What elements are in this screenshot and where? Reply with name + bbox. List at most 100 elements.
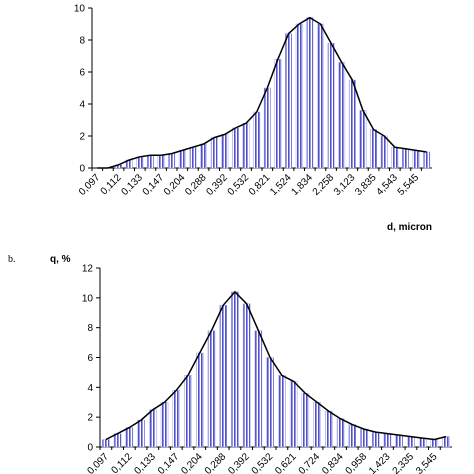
bar	[136, 156, 144, 169]
x-tick-label: 4,543	[374, 172, 400, 198]
x-tick-label: 3,545	[414, 451, 440, 474]
bar	[242, 303, 251, 448]
x-tick-label: 0,532	[226, 172, 252, 198]
x-tick-label: 0,532	[250, 451, 276, 474]
x-tick-label: 0,147	[141, 172, 167, 198]
bar	[391, 146, 399, 169]
y-tick-label: 10	[82, 293, 94, 304]
y-tick-label: 8	[79, 36, 85, 47]
x-tick-label: 3,835	[353, 172, 379, 198]
bar	[242, 122, 250, 169]
bar	[184, 375, 192, 448]
y-tick-label: 6	[87, 353, 93, 364]
bar	[327, 42, 335, 169]
x-tick-label: 0,112	[109, 451, 134, 474]
x-tick-label: 0,147	[156, 451, 182, 474]
x-tick-label: 0,097	[86, 451, 112, 474]
x-tick-label: 5,545	[396, 172, 422, 198]
bar	[274, 58, 282, 169]
y-tick-label: 4	[87, 383, 93, 394]
panel-label: b.	[8, 254, 16, 265]
x-tick-label: 0,112	[99, 172, 124, 197]
x-tick-label: 1,524	[268, 172, 294, 198]
bar	[348, 79, 356, 169]
bar	[430, 439, 439, 448]
x-tick-label: 1,423	[367, 451, 393, 474]
profile-line	[97, 16, 427, 169]
y-tick-label: 2	[87, 413, 93, 424]
x-tick-label: 3,123	[332, 172, 358, 198]
bar	[412, 150, 420, 169]
bar	[348, 424, 357, 448]
bar	[178, 150, 186, 169]
bar	[371, 431, 380, 448]
bar	[266, 357, 274, 448]
bar	[125, 427, 134, 448]
bar	[254, 330, 263, 448]
bar	[147, 154, 154, 169]
bar	[285, 33, 292, 169]
bar	[395, 434, 403, 448]
x-tick-label: 0,204	[162, 172, 188, 198]
bar	[200, 143, 207, 169]
bar	[157, 154, 165, 169]
x-tick-label: 0,097	[77, 172, 103, 198]
y-tick-label: 0	[87, 443, 93, 454]
bar	[359, 110, 367, 169]
bar	[231, 291, 239, 448]
x-tick-label: 0,133	[132, 451, 158, 474]
bar	[370, 129, 377, 169]
x-tick-label: 0,724	[297, 451, 323, 474]
y-tick-label: 6	[79, 68, 85, 79]
bar	[232, 127, 239, 169]
bar	[423, 151, 431, 169]
bar	[189, 146, 197, 169]
y-tick-label: 0	[79, 164, 85, 175]
y-tick-label: 10	[74, 4, 86, 15]
bar	[207, 330, 216, 448]
bar	[407, 436, 415, 448]
bar	[418, 437, 427, 448]
bar	[442, 436, 450, 448]
bar	[253, 111, 261, 169]
bar	[325, 410, 333, 448]
bar	[263, 87, 271, 169]
bar	[306, 17, 314, 169]
x-tick-label: 0,958	[344, 451, 370, 474]
bar	[221, 134, 229, 169]
bar	[195, 352, 204, 448]
x-axis-label: d, micron	[387, 222, 432, 233]
bar	[383, 433, 392, 448]
x-tick-label: 2,335	[391, 451, 417, 474]
bar	[301, 393, 310, 448]
x-tick-label: 0,621	[273, 451, 299, 474]
bar	[380, 135, 388, 169]
y-axis-label: q, %	[50, 254, 71, 265]
x-tick-label: 0,392	[226, 451, 252, 474]
bar	[360, 428, 368, 448]
bar	[336, 418, 345, 448]
x-tick-label: 2,258	[311, 172, 337, 198]
x-tick-label: 0,821	[247, 172, 273, 198]
bar	[172, 390, 181, 448]
bar	[295, 23, 303, 169]
bar	[402, 148, 409, 169]
y-tick-label: 2	[79, 132, 85, 143]
bar	[168, 153, 176, 169]
bar	[219, 305, 227, 448]
profile-line	[105, 290, 447, 441]
bar	[278, 375, 286, 448]
x-tick-label: 0,288	[183, 172, 209, 198]
bar	[160, 402, 169, 448]
bar	[313, 402, 321, 448]
bar	[210, 137, 218, 169]
x-tick-label: 0,392	[204, 172, 230, 198]
x-tick-label: 0,288	[203, 451, 229, 474]
bar	[289, 381, 298, 448]
x-tick-label: 0,133	[119, 172, 145, 198]
y-tick-label: 12	[82, 264, 94, 275]
y-tick-label: 4	[79, 100, 85, 111]
y-tick-label: 8	[87, 323, 93, 334]
bar	[137, 419, 145, 448]
